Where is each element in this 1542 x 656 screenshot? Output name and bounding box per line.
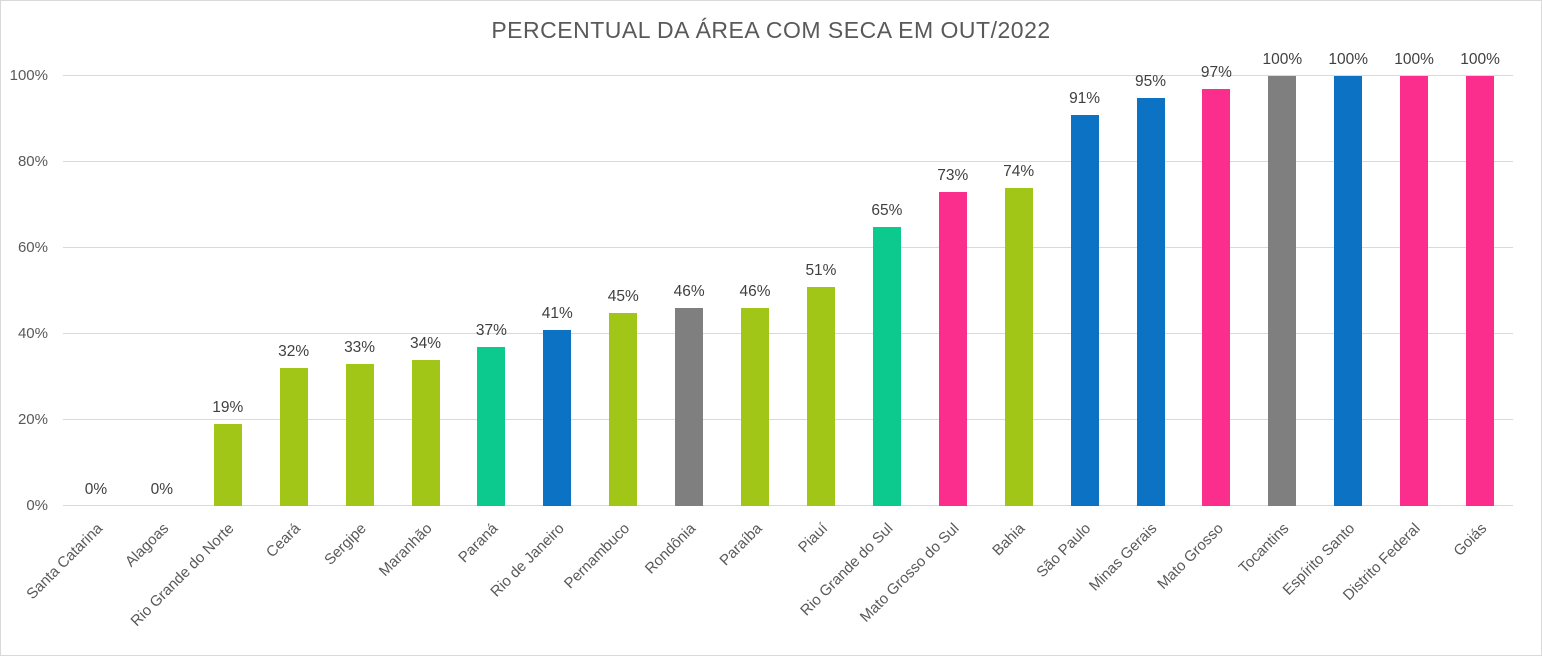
data-label-tocantins: 100%: [1262, 51, 1303, 68]
x-axis-category-label-paraiba: Paraíba: [715, 520, 766, 570]
x-axis-category-label-rondonia: Rondônia: [641, 520, 700, 578]
data-label-rio-grande-do-sul: 65%: [871, 201, 903, 219]
bar-rio-de-janeiro: [543, 329, 572, 506]
gridline: [63, 419, 1513, 420]
data-label-parana: 37%: [475, 321, 507, 339]
y-axis-tick-label: 20%: [17, 411, 48, 428]
data-label-bahia: 74%: [1003, 162, 1035, 180]
x-axis-labels: Santa Catarina Alagoas Rio Grande do Norte…: [23, 506, 1513, 655]
data-label-pernambuco: 45%: [607, 287, 639, 305]
gridline: [63, 75, 1513, 76]
bar-rio-grande-do-sul: [872, 226, 901, 506]
y-axis-tick-label: 0%: [26, 497, 48, 514]
x-axis-category-label-goias: Goiás: [1450, 520, 1491, 560]
plot-area: 0% 0% 19% 32% 33% 34% 37% 41% 45% 46% 46% 51% 65% 73%…: [63, 51, 1513, 506]
gridline: [63, 161, 1513, 162]
bar-pernambuco: [609, 312, 638, 506]
data-label-rio-grande-do-norte: 19%: [212, 399, 244, 417]
data-label-minas-gerais: 95%: [1134, 72, 1167, 90]
data-label-maranhao: 34%: [409, 334, 442, 352]
x-axis-category-label-tocantins: Tocantins: [1235, 520, 1293, 577]
x-axis-category-label-pernambuco: Pernambuco: [561, 520, 634, 593]
bar-mato-grosso-do-sul: [938, 192, 967, 506]
y-axis: 0% 20% 40% 60% 80% 100%: [1, 67, 55, 514]
bar-parana: [477, 346, 506, 506]
bar-rondonia: [675, 308, 704, 506]
x-axis-category-label-mato-grosso: Mato Grosso: [1153, 520, 1227, 593]
data-label-paraiba: 46%: [739, 283, 771, 301]
data-label-mato-grosso: 97%: [1200, 63, 1232, 81]
data-label-sergipe: 33%: [344, 339, 376, 357]
x-axis-category-label-sergipe: Sergipe: [321, 520, 370, 569]
x-axis-category-label-santa-catarina: Santa Catarina: [23, 520, 106, 603]
y-axis-tick-label: 60%: [17, 239, 48, 256]
data-label-sao-paulo: 91%: [1069, 89, 1101, 107]
gridline: [63, 333, 1513, 334]
x-axis-category-label-parana: Paraná: [455, 520, 502, 567]
data-label-piaui: 51%: [805, 261, 837, 279]
x-axis-category-label-ceara: Ceará: [262, 520, 304, 561]
gridline: [63, 505, 1513, 506]
bar-bahia: [1004, 187, 1033, 506]
x-axis-category-label-bahia: Bahia: [989, 520, 1029, 560]
bar-sergipe: [345, 364, 374, 506]
data-label-distrito-federal: 100%: [1394, 51, 1434, 68]
bar-ceara: [279, 368, 308, 506]
bar-paraiba: [741, 308, 770, 506]
x-axis-category-label-maranhao: Maranhão: [375, 520, 436, 580]
bar-distrito-federal: [1400, 76, 1429, 506]
bar-goias: [1466, 76, 1495, 506]
data-label-mato-grosso-do-sul: 73%: [937, 167, 969, 185]
x-axis-category-label-sao-paulo: São Paulo: [1033, 520, 1095, 581]
bar-maranhao: [411, 359, 440, 506]
bar-sao-paulo: [1070, 114, 1099, 506]
bar-rio-grande-do-norte: [213, 424, 242, 506]
bar-minas-gerais: [1136, 97, 1165, 506]
data-label-rondonia: 46%: [673, 283, 705, 301]
data-label-espirito-santo: 100%: [1328, 51, 1369, 68]
bar-tocantins: [1268, 76, 1297, 506]
y-axis-tick-label: 80%: [17, 153, 48, 170]
y-axis-tick-label: 40%: [17, 325, 48, 342]
data-label-ceara: 32%: [278, 343, 310, 361]
data-label-santa-catarina: 0%: [84, 481, 108, 498]
x-axis-category-label-piaui: Piauí: [794, 520, 831, 557]
bar-espirito-santo: [1334, 76, 1363, 506]
x-axis-category-label-minas-gerais: Minas Gerais: [1086, 520, 1161, 595]
bar-mato-grosso: [1202, 88, 1231, 506]
x-axis-category-label-alagoas: Alagoas: [121, 520, 172, 571]
bar-piaui: [806, 286, 835, 506]
gridline: [63, 247, 1513, 248]
data-label-goias: 100%: [1460, 51, 1500, 68]
data-label-rio-de-janeiro: 41%: [541, 304, 573, 322]
y-axis-tick-label: 100%: [9, 67, 48, 84]
data-label-alagoas: 0%: [150, 481, 174, 498]
chart-title: PERCENTUAL DA ÁREA COM SECA EM OUT/2022: [491, 17, 1051, 43]
